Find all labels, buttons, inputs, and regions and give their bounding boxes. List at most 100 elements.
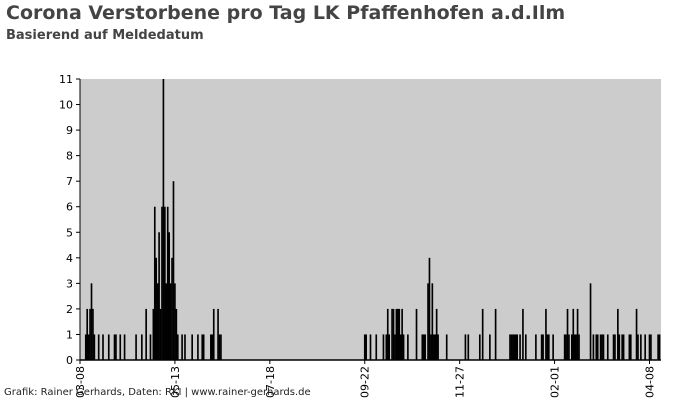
bar <box>152 308 155 360</box>
bar <box>168 232 170 360</box>
bar <box>431 283 434 360</box>
bar <box>513 334 516 360</box>
bar <box>395 308 398 360</box>
bar <box>211 334 214 360</box>
bar <box>573 334 576 360</box>
bar <box>89 308 91 360</box>
y-tick-label: 8 <box>66 150 73 163</box>
bar <box>184 334 186 360</box>
bar <box>392 308 395 360</box>
bar <box>97 334 100 360</box>
bar <box>575 334 577 360</box>
bar <box>514 334 517 360</box>
bar <box>84 334 87 360</box>
bar <box>648 334 651 360</box>
footer-credit: Grafik: Rainer Gerhards, Daten: RKI | ww… <box>4 387 311 398</box>
bar <box>220 334 222 360</box>
bar <box>519 334 521 360</box>
bar <box>201 334 204 360</box>
bar <box>161 206 163 360</box>
bar <box>164 206 166 360</box>
bar <box>176 334 179 360</box>
bar <box>599 334 602 360</box>
bar <box>162 79 165 360</box>
bar <box>548 334 550 360</box>
bar <box>589 283 592 360</box>
bar <box>153 206 156 360</box>
bar <box>172 181 175 360</box>
bar <box>481 308 484 360</box>
bar <box>571 334 573 360</box>
bar <box>191 334 193 360</box>
bar <box>402 334 405 360</box>
bar <box>155 257 158 360</box>
bar <box>432 334 435 360</box>
bar <box>478 334 481 360</box>
bar <box>602 334 605 360</box>
bar <box>565 334 567 360</box>
bar <box>365 334 368 360</box>
bar <box>107 334 110 360</box>
bar <box>386 308 389 360</box>
bar <box>509 334 511 360</box>
y-tick-label: 11 <box>59 73 73 86</box>
bar <box>617 308 619 360</box>
y-tick-label: 0 <box>66 354 73 367</box>
bar <box>363 334 366 360</box>
x-tick-label: 07-18 <box>264 366 277 398</box>
bar <box>398 308 401 360</box>
bar <box>217 308 219 360</box>
bar <box>618 334 621 360</box>
y-tick-label: 10 <box>59 99 73 112</box>
bar <box>592 334 595 360</box>
bar <box>145 308 147 360</box>
bar <box>166 206 169 360</box>
bar <box>210 334 212 360</box>
bar <box>650 334 652 360</box>
bar <box>435 308 438 360</box>
bar <box>494 308 497 360</box>
bar <box>159 308 162 360</box>
bar <box>421 334 424 360</box>
x-tick-label: 03-08 <box>74 366 87 398</box>
bar <box>628 334 631 360</box>
bar <box>87 334 90 360</box>
bar <box>113 334 116 360</box>
bar <box>135 334 137 360</box>
bar <box>388 334 391 360</box>
bar <box>86 308 89 360</box>
chart-subtitle: Basierend auf Meldedatum <box>6 28 204 43</box>
bar <box>428 257 431 360</box>
bar <box>445 334 448 360</box>
bar <box>522 308 524 360</box>
bar <box>578 334 580 360</box>
y-axis: 0 1 2 3 4 5 6 7 8 9 10 11 <box>59 73 81 367</box>
bar <box>637 334 639 360</box>
bar <box>657 334 659 360</box>
y-tick-label: 6 <box>66 201 73 214</box>
chart-title: Corona Verstorbene pro Tag LK Pfaffenhof… <box>6 2 566 24</box>
bar <box>640 334 642 360</box>
bar <box>391 308 393 360</box>
bar <box>123 334 126 360</box>
bar <box>385 334 388 360</box>
bar <box>181 334 183 360</box>
bar <box>197 334 199 360</box>
bar <box>369 334 372 360</box>
x-tick-label: 02-01 <box>549 366 562 398</box>
bar <box>115 334 117 360</box>
bar <box>552 334 554 360</box>
bar <box>141 334 143 360</box>
bar <box>165 283 168 360</box>
bar <box>90 283 93 360</box>
bar <box>516 334 519 360</box>
bar <box>546 334 549 360</box>
bar <box>601 334 603 360</box>
bar <box>621 334 623 360</box>
bar <box>401 308 403 360</box>
bar <box>397 308 399 360</box>
bar <box>658 334 661 360</box>
bar <box>407 334 409 360</box>
y-tick-label: 4 <box>66 252 73 265</box>
bar <box>102 334 104 360</box>
